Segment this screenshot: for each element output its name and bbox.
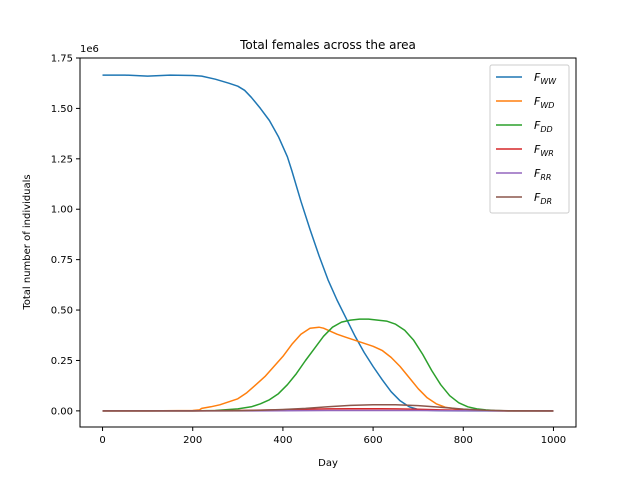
x-tick-label: 200	[183, 435, 202, 446]
y-tick-label: 0.25	[51, 356, 73, 367]
y-tick-label: 1.25	[51, 154, 73, 165]
legend-label-wr: FWR	[534, 143, 554, 158]
y-multiplier-label: 1e6	[80, 44, 99, 55]
legend-label-dr: FDR	[534, 191, 552, 206]
x-axis-title: Day	[318, 458, 338, 469]
y-axis: 0.00 0.25 0.50 0.75 1.00 1.25 1.50 1.75	[51, 54, 80, 417]
x-tick-label: 1000	[541, 435, 566, 446]
y-tick-label: 0.75	[51, 255, 73, 266]
chart-title: Total females across the area	[239, 38, 416, 52]
x-tick-label: 800	[454, 435, 473, 446]
series-lines	[102, 74, 554, 412]
x-tick-label: 600	[364, 435, 383, 446]
legend-box	[489, 64, 570, 214]
x-axis: 0 200 400 600 800 1000	[99, 427, 566, 446]
y-tick-label: 0.00	[51, 406, 73, 417]
y-tick-label: 1.50	[51, 104, 73, 115]
y-tick-label: 1.75	[51, 54, 73, 65]
legend-label-dd: FDD	[534, 119, 553, 134]
x-tick-label: 0	[99, 435, 105, 446]
x-tick-label: 400	[273, 435, 292, 446]
series-line-dd	[102, 318, 554, 412]
y-axis-title: Total number of individuals	[22, 174, 33, 310]
legend: FWW FWD FDD FWR FRR FDR	[489, 64, 570, 214]
axes-frame	[79, 57, 577, 428]
series-line-dr	[102, 404, 554, 412]
y-tick-label: 0.50	[51, 306, 73, 317]
legend-label-rr: FRR	[534, 167, 551, 182]
series-line-wd	[102, 326, 554, 412]
legend-label-wd: FWD	[534, 95, 554, 110]
legend-label-ww: FWW	[534, 71, 557, 86]
y-tick-label: 1.00	[51, 205, 73, 216]
